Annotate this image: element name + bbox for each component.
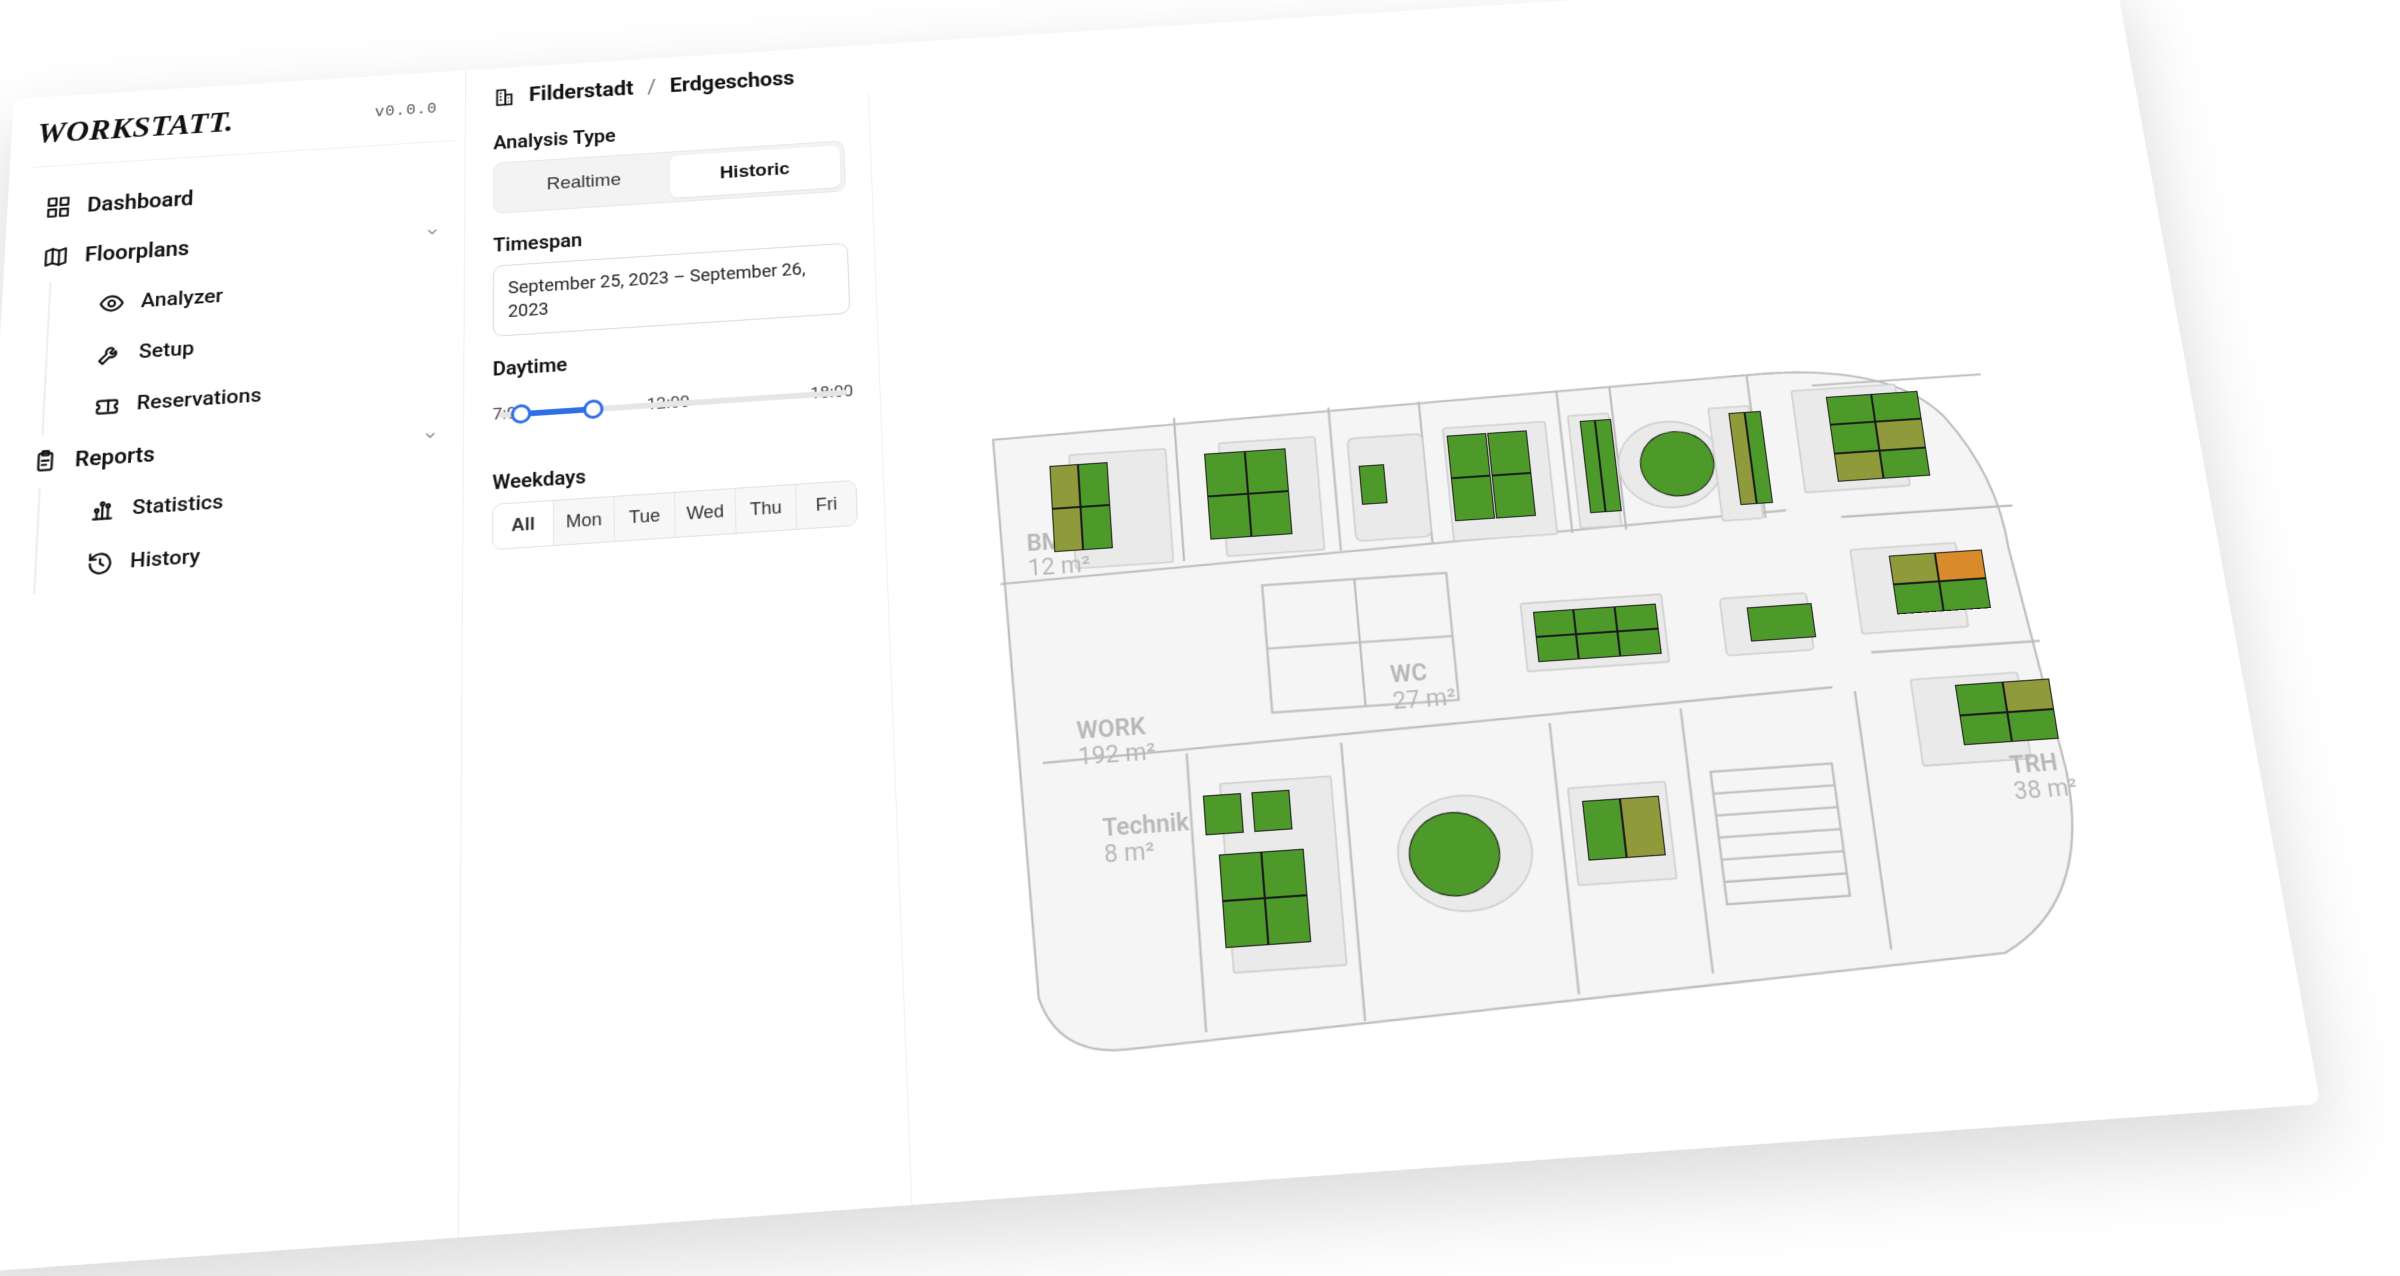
daytime-slider[interactable]: 7:00 12:00 18:00 — [492, 382, 854, 450]
version-label: v0.0.0 — [375, 100, 438, 120]
nav-reports-label: Reports — [74, 442, 155, 471]
floorplan-canvas[interactable]: BMA12 m²WORK192 m²WC27 m²Technik8 m²TRH3… — [869, 14, 2320, 1205]
analysis-type-toggle: Realtime Historic — [493, 140, 846, 214]
map-icon — [42, 244, 69, 270]
crumb-sep: / — [647, 76, 656, 99]
building-icon — [494, 86, 516, 107]
room-area: 12 m² — [1027, 550, 1091, 582]
wrench-icon — [96, 341, 123, 367]
nav-reservations-label: Reservations — [136, 384, 262, 415]
dashboard-icon — [45, 194, 72, 220]
weekday-fri[interactable]: Fri — [796, 481, 857, 529]
chevron-down-icon — [424, 221, 440, 245]
weekday-mon[interactable]: Mon — [554, 497, 615, 545]
room-area: 27 m² — [1391, 682, 1457, 715]
daytime-label: Daytime — [493, 335, 852, 381]
weekday-all[interactable]: All — [493, 501, 554, 549]
analysis-historic-button[interactable]: Historic — [669, 145, 841, 198]
room-area: 38 m² — [2012, 773, 2080, 806]
analysis-realtime-button[interactable]: Realtime — [498, 156, 670, 209]
brand-logo: WORKSTATT. — [37, 105, 235, 151]
history-icon — [86, 550, 114, 578]
nav-floorplans-sub: Analyzer Setup Reservations — [41, 256, 454, 436]
main: Filderstadt / Erdgeschoss Level 1 ▲▼ Occ… — [459, 0, 2320, 1238]
weekday-wed[interactable]: Wed — [675, 489, 737, 537]
nav-dashboard-label: Dashboard — [87, 187, 194, 217]
crumb-loc1[interactable]: Filderstadt — [529, 78, 634, 107]
room-area: 8 m² — [1103, 836, 1155, 869]
eye-icon — [98, 290, 125, 316]
crumb-loc2[interactable]: Erdgeschoss — [670, 67, 795, 97]
nav: Dashboard Floorplans — [10, 141, 455, 596]
chevron-down-icon — [422, 424, 439, 449]
floorplan-svg: BMA12 m²WORK192 m²WC27 m²Technik8 m²TRH3… — [905, 166, 2287, 1074]
nav-setup-label: Setup — [138, 337, 194, 363]
nav-history-label: History — [130, 545, 201, 573]
weekday-thu[interactable]: Thu — [736, 485, 798, 533]
ticket-icon — [93, 392, 121, 419]
weekday-tue[interactable]: Tue — [615, 493, 676, 541]
nav-floorplans-label: Floorplans — [84, 237, 189, 267]
clipboard-icon — [31, 448, 59, 475]
timespan-picker[interactable]: September 25, 2023 – September 26, 2023 — [493, 243, 851, 337]
controls-panel: Analysis Type Realtime Historic Timespan… — [459, 94, 913, 1238]
nav-analyzer-label: Analyzer — [140, 285, 223, 313]
room-area: 192 m² — [1077, 738, 1156, 772]
chart-icon — [88, 497, 116, 524]
nav-statistics-label: Statistics — [132, 491, 224, 521]
sidebar: WORKSTATT. v0.0.0 Dashboard Floorplans — [0, 70, 466, 1274]
